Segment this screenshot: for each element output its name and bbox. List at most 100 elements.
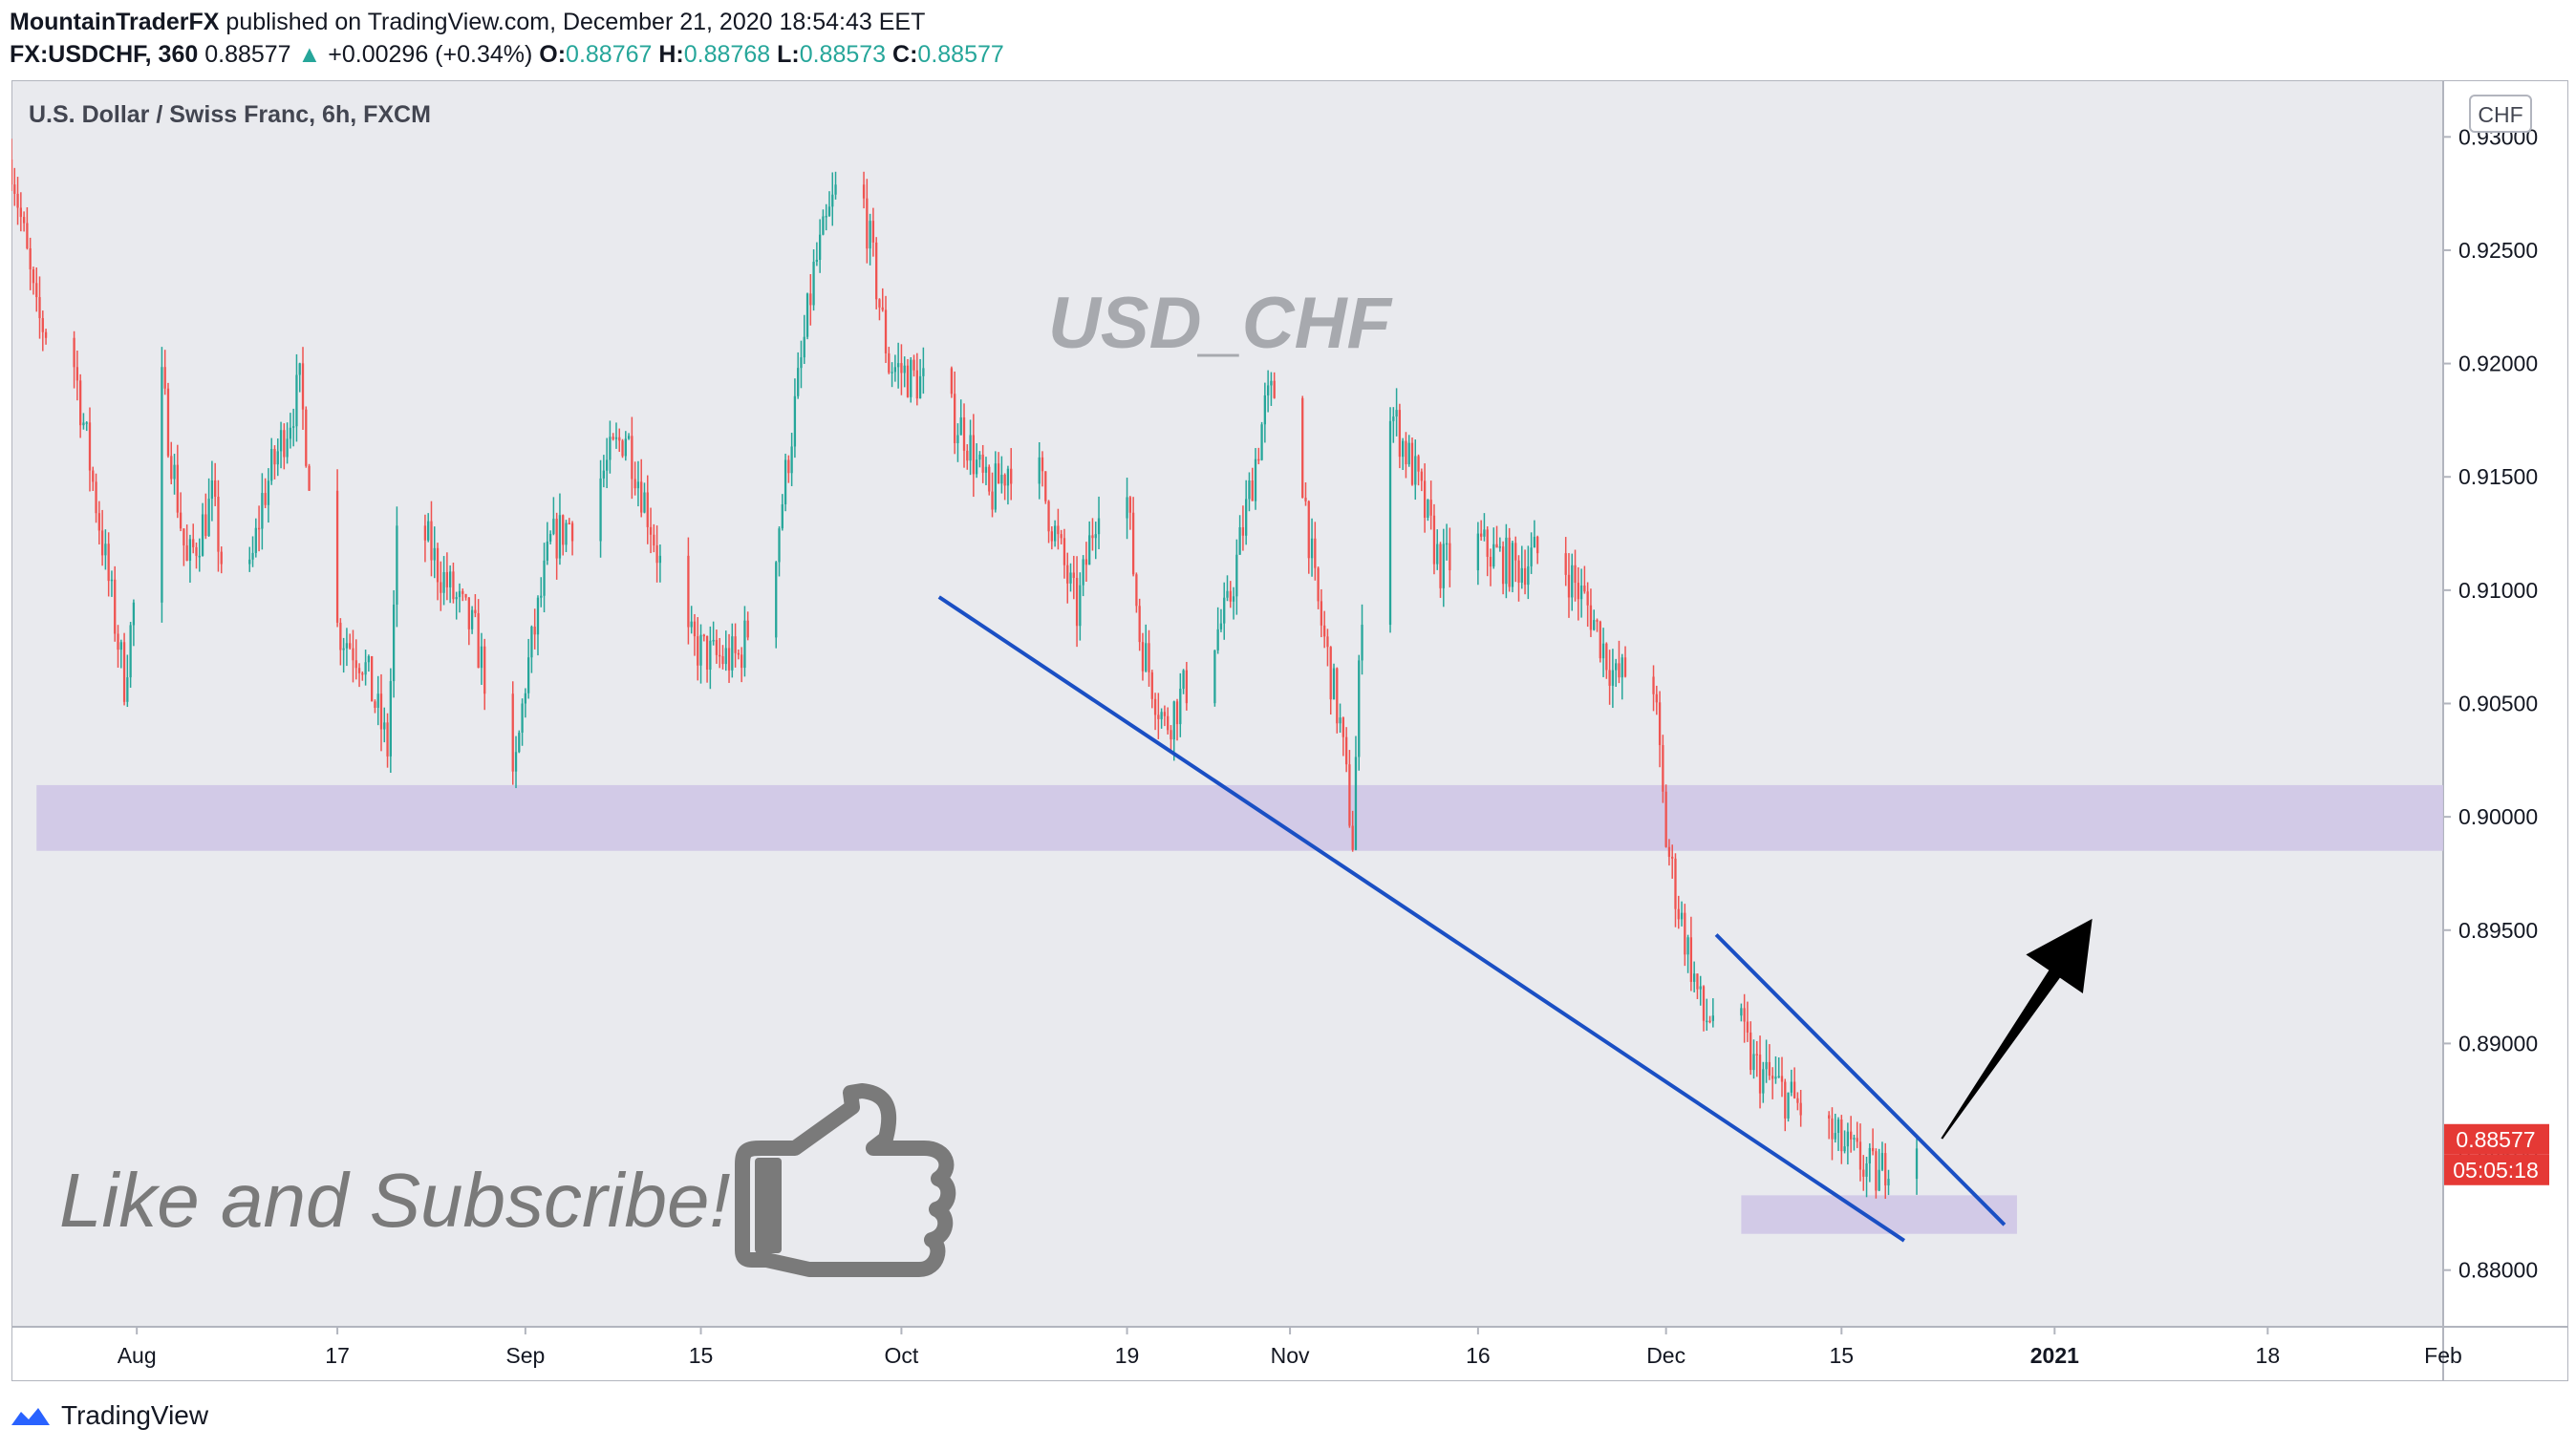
candle-body	[727, 648, 731, 671]
candle-body	[1257, 458, 1260, 461]
candle-body	[719, 654, 721, 657]
candle-body	[1865, 1162, 1868, 1177]
price-tick-label: 0.91500	[2458, 464, 2538, 489]
candle-body	[1172, 701, 1175, 740]
candle-body	[1094, 534, 1097, 539]
candle-body	[997, 463, 1000, 484]
candle-body	[254, 527, 257, 553]
candle-body	[257, 527, 261, 530]
candle-body	[1260, 424, 1263, 460]
candle-body	[614, 437, 618, 439]
candle-body	[110, 579, 114, 582]
candle-body	[1677, 908, 1680, 920]
candle-body	[1658, 702, 1662, 746]
candle-body	[1436, 544, 1439, 565]
candle-body	[433, 547, 436, 561]
candle-body	[1871, 1147, 1875, 1152]
candle-body	[1361, 625, 1363, 661]
candle-body	[633, 479, 636, 489]
candle-body	[442, 571, 445, 593]
price-chart[interactable]: 0.880000.885000.890000.895000.900000.905…	[10, 79, 2569, 1382]
candle-body	[1680, 912, 1684, 920]
candle-body	[1420, 471, 1423, 481]
candle-body	[1041, 457, 1044, 472]
trendline[interactable]	[1714, 933, 2007, 1226]
candle-body	[1505, 537, 1508, 585]
candle-body	[790, 446, 793, 474]
candle-body	[389, 681, 392, 757]
candle-body	[480, 646, 483, 669]
candle-body	[784, 459, 787, 504]
currency-badge[interactable]	[2469, 95, 2532, 133]
candle-body	[41, 318, 44, 332]
candle-body	[1241, 527, 1245, 536]
price-tick-label: 0.90000	[2458, 804, 2538, 829]
candle-body	[1878, 1169, 1880, 1191]
candle-body	[975, 459, 978, 475]
candle-body	[119, 642, 122, 650]
svg-text:0.88577: 0.88577	[2456, 1127, 2535, 1152]
candle-body	[29, 247, 32, 270]
candle-body	[627, 436, 631, 439]
candle-body	[1846, 1131, 1850, 1147]
candle-body	[1405, 440, 1407, 465]
published-info: published on TradingView.com, December 2…	[225, 9, 926, 35]
author-name[interactable]: MountainTraderFX	[10, 9, 220, 35]
candle-body	[427, 521, 430, 541]
candle-body	[1251, 480, 1254, 501]
candle-body	[834, 184, 837, 195]
candle-body	[1063, 538, 1066, 565]
candle-body	[1057, 525, 1060, 535]
high-value: 0.88768	[683, 41, 771, 68]
candle-body	[97, 513, 100, 531]
candle-body	[73, 337, 75, 368]
candle-body	[179, 512, 182, 529]
candle-body	[988, 466, 991, 492]
candle-body	[79, 380, 82, 426]
candle-body	[687, 555, 690, 628]
candle-body	[198, 555, 201, 558]
candle-body	[1223, 597, 1226, 624]
candle-body	[1126, 497, 1128, 519]
candle-body	[530, 627, 533, 658]
price-tick-label: 0.88000	[2458, 1258, 2538, 1283]
tradingview-logo-icon	[11, 1408, 50, 1425]
candle-body	[712, 639, 715, 642]
price-tick-label: 0.90500	[2458, 692, 2538, 716]
candle-body	[646, 492, 649, 527]
candle-body	[709, 640, 712, 670]
tradingview-footer[interactable]: TradingView	[10, 1397, 208, 1435]
candle-body	[1185, 670, 1189, 704]
candle-body	[568, 522, 570, 525]
candle-body	[1574, 565, 1577, 584]
candle-body	[467, 597, 470, 629]
candle-body	[1843, 1146, 1846, 1152]
plot-area[interactable]	[11, 80, 2443, 1327]
candle-body	[1003, 475, 1006, 486]
candle-body	[1492, 544, 1495, 567]
candle-body	[1787, 1092, 1790, 1119]
candle-body	[1768, 1061, 1771, 1077]
candle-body	[1075, 578, 1079, 627]
candle-body	[922, 368, 925, 376]
candle-body	[825, 215, 827, 218]
candle-body	[474, 609, 477, 613]
candle-body	[192, 539, 195, 547]
candle-body	[470, 609, 474, 629]
candle-body	[173, 464, 176, 480]
candle-body	[546, 541, 548, 561]
candle-body	[283, 430, 286, 458]
chart-container[interactable]: 0.880000.885000.890000.895000.900000.905…	[10, 79, 2569, 1382]
candle-body	[1652, 676, 1655, 694]
candle-body	[533, 627, 536, 635]
candle-body	[210, 480, 214, 500]
candle-body	[1674, 858, 1677, 909]
candle-body	[1836, 1119, 1840, 1134]
candle-body	[1699, 986, 1702, 990]
price-tick-label: 0.89500	[2458, 918, 2538, 943]
candle-body	[888, 352, 891, 373]
candle-body	[954, 394, 956, 443]
candle-body	[464, 593, 467, 598]
trendline[interactable]	[937, 595, 1906, 1243]
candle-body	[1226, 590, 1229, 598]
